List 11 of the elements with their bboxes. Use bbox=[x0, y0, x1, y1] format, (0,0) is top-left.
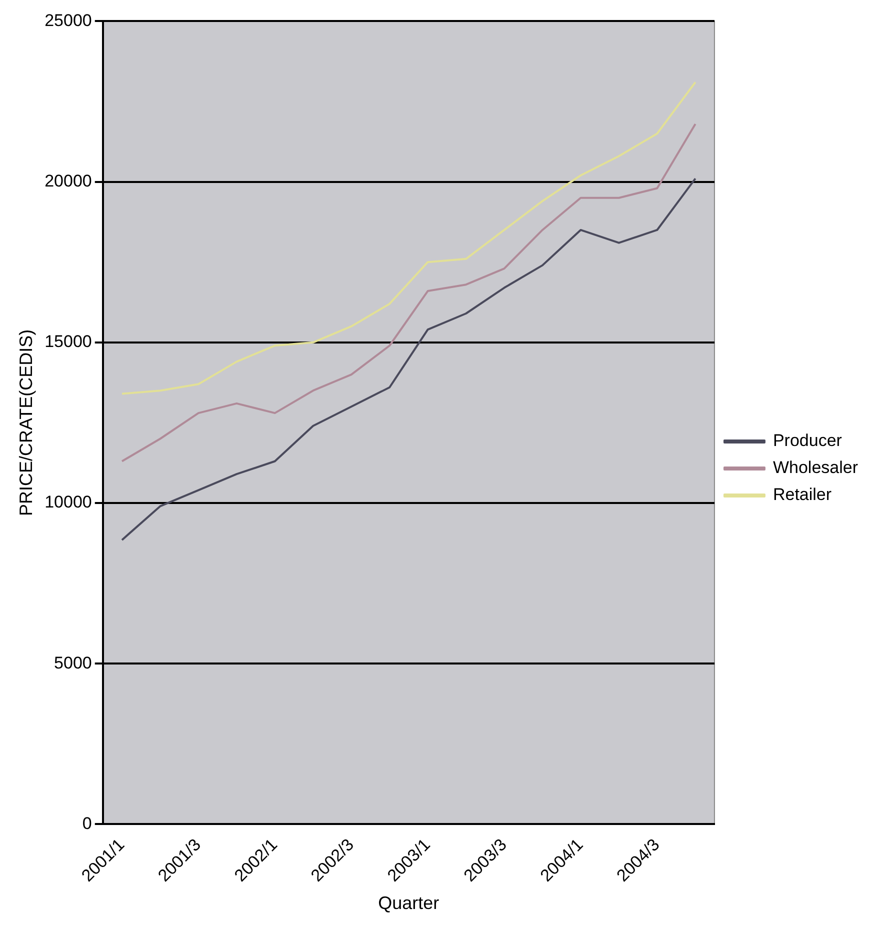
x-axis-title: Quarter bbox=[378, 893, 440, 914]
y-tick-label: 0 bbox=[82, 814, 92, 833]
y-tick-label: 15000 bbox=[44, 332, 92, 352]
legend-label: Producer bbox=[772, 431, 842, 450]
legend-label: Wholesaler bbox=[772, 458, 858, 478]
y-tick-label: 20000 bbox=[44, 171, 92, 190]
y-tick-label: 25000 bbox=[44, 10, 92, 30]
y-tick-label: 10000 bbox=[44, 492, 92, 512]
y-tick-label: 5000 bbox=[54, 653, 92, 672]
legend-label: Retailer bbox=[772, 485, 832, 504]
y-axis-title: PRICE/CRATE(CEDIS) bbox=[16, 329, 36, 516]
